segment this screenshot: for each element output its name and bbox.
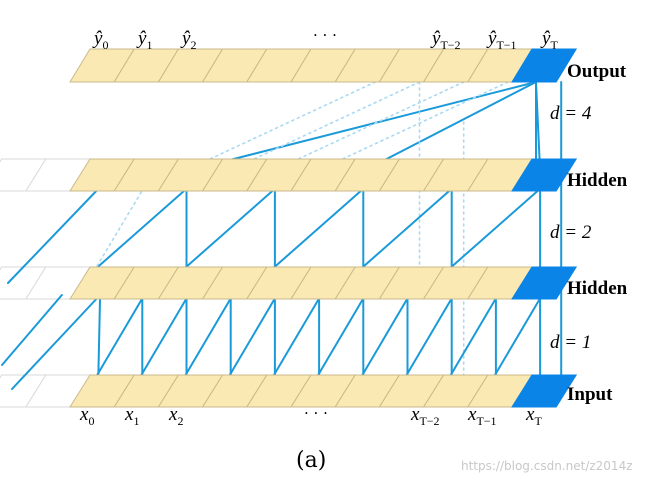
padding-cell: [0, 266, 46, 271]
input-layer-label: Input: [567, 384, 613, 405]
input-current-cell: [511, 374, 578, 408]
output-label-yT-1: ŷT−1: [486, 28, 517, 52]
dilation-label-2: d = 2: [550, 222, 592, 243]
edge-hidden-d2-faint: [87, 186, 146, 282]
edge-input-d1: [398, 294, 455, 388]
input-label-xT-1: xT−1: [467, 404, 497, 428]
input-label-x0: x0: [79, 404, 94, 428]
edge-input-d1: [1, 294, 63, 366]
output-label-y0: ŷ0: [92, 28, 108, 52]
watermark-text: https://blog.csdn.net/z2014z: [461, 459, 633, 473]
edge-hidden-d2: [348, 186, 455, 280]
edge-output: [185, 81, 537, 172]
layer-strips: [69, 48, 578, 408]
input-label-x1: x1: [124, 404, 139, 428]
edge-input-d1: [486, 294, 544, 388]
output-layer-label: Output: [567, 61, 627, 82]
hidden-top-current-cell: [511, 158, 578, 192]
edge-input-d1: [11, 294, 102, 390]
output-labels: ŷ0 ŷ1 ŷ2 · · · ŷT−2 ŷT−1 ŷT: [92, 26, 558, 52]
input-label-xT: xT: [525, 404, 542, 428]
edge-input-d1: [177, 294, 234, 388]
connection-edges: [1, 81, 563, 390]
edge-output-faint: [187, 81, 377, 170]
output-label-ellipsis: · · ·: [313, 26, 337, 44]
edge-input-d1: [354, 294, 411, 388]
edge-input-d1: [133, 294, 190, 388]
output-label-yT-2: ŷT−2: [430, 28, 461, 52]
figure-caption: (a): [296, 448, 326, 473]
edge-hidden-d2: [436, 186, 544, 280]
dilation-label-4: d = 4: [550, 103, 592, 124]
padding-cells: [0, 158, 90, 408]
output-label-yT: ŷT: [540, 28, 558, 52]
edge-hidden-d2: [83, 186, 190, 280]
input-label-ellipsis: · · ·: [304, 404, 328, 422]
dilation-label-1: d = 1: [550, 332, 591, 353]
edge-output-faint: [276, 81, 465, 170]
output-label-y2: ŷ2: [180, 28, 196, 52]
edge-hidden-d2: [7, 186, 102, 284]
output-strip: [69, 48, 578, 83]
edge-input-d1: [442, 294, 499, 388]
input-strip: [69, 374, 578, 408]
hidden-bottom-strip: [69, 266, 578, 300]
output-current-cell: [511, 48, 578, 83]
hidden-layer-top-label: Hidden: [567, 170, 628, 191]
output-label-y1: ŷ1: [136, 28, 152, 52]
hidden-bottom-current-cell: [511, 266, 578, 300]
edge-input-d1: [265, 294, 323, 388]
input-label-x2: x2: [168, 404, 183, 428]
edge-output: [362, 81, 537, 172]
edge-hidden-d2: [171, 186, 278, 280]
hidden-layer-bottom-label: Hidden: [567, 278, 628, 299]
input-labels: x0 x1 x2 · · · xT−2 xT−1 xT: [79, 404, 542, 428]
padding-cell: [0, 374, 46, 379]
edge-input-d1: [97, 294, 102, 388]
edge-output-faint: [320, 81, 509, 170]
edge-output-faint: [231, 81, 421, 170]
edge-input-d1: [221, 294, 278, 388]
edge-hidden-d2: [259, 186, 367, 280]
edge-input-d1: [310, 294, 367, 388]
input-label-xT-2: xT−2: [410, 404, 440, 428]
padding-cell: [0, 158, 46, 163]
hidden-top-strip: [69, 158, 578, 192]
